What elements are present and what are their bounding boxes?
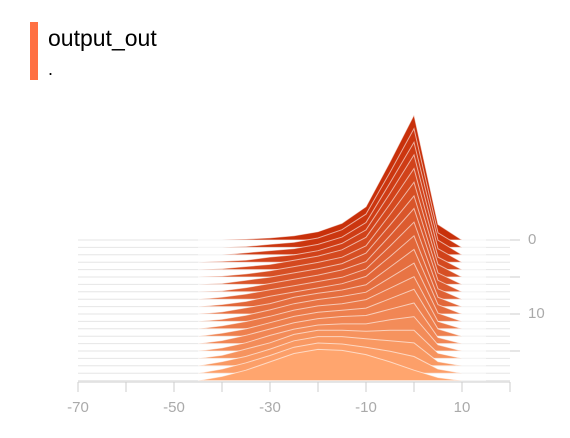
x-tick-label: -70	[67, 399, 89, 416]
x-tick-label: -10	[355, 399, 377, 416]
x-tick-label: -50	[163, 399, 185, 416]
y-tick-label: 0	[528, 231, 536, 248]
y-tick-label: 10	[528, 305, 545, 322]
x-tick-label: -30	[259, 399, 281, 416]
title-accent	[30, 22, 38, 80]
x-tick-label: 10	[454, 399, 471, 416]
chart-subtitle: .	[48, 59, 53, 79]
chart-title: output_out	[48, 25, 157, 51]
histogram-area	[197, 348, 486, 382]
histogram-area	[198, 113, 486, 241]
